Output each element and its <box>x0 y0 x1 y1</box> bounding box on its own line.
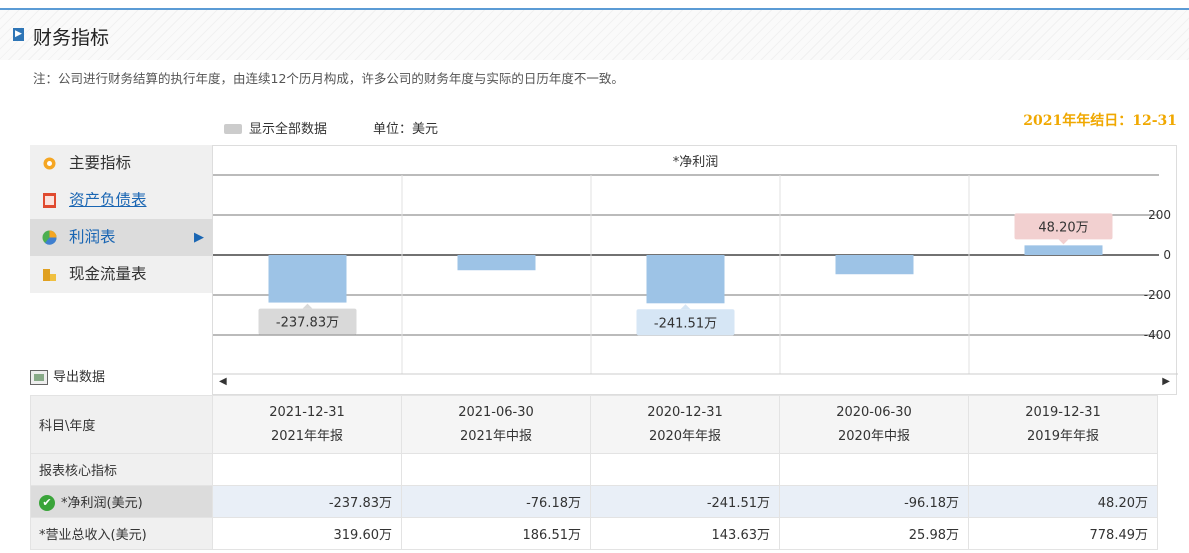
column-header: 2019-12-31 2019年年报 <box>968 395 1158 454</box>
row-label: ✔ *净利润(美元) <box>30 485 213 518</box>
table-cell: -76.18万 <box>401 485 591 518</box>
data-label: -241.51万 <box>654 316 717 331</box>
financial-table: 科目\年度 2021-12-31 2021年年报 2021-06-30 2021年中… <box>30 395 1158 550</box>
bar <box>268 255 347 303</box>
export-data-button[interactable]: 导出数据 <box>30 366 105 385</box>
section-header: ▶ 财务指标 <box>0 8 1189 60</box>
export-icon <box>30 370 48 385</box>
data-label-bg <box>258 308 357 335</box>
pie-chart-icon <box>42 230 57 245</box>
table-cell: 48.20万 <box>968 485 1158 518</box>
data-label-bg <box>636 309 735 336</box>
table-cell: 778.49万 <box>968 517 1158 550</box>
menu-item-balance-sheet[interactable]: 资产负债表 <box>30 182 212 219</box>
gear-icon <box>43 157 56 170</box>
data-label-pointer <box>680 304 691 310</box>
table-cell: 186.51万 <box>401 517 591 550</box>
data-label-pointer <box>1058 239 1069 245</box>
bar <box>835 255 914 275</box>
data-label-pointer <box>302 303 313 309</box>
table-cell: 143.63万 <box>590 517 780 550</box>
column-header: 2020-06-30 2020年中报 <box>779 395 969 454</box>
chart-title: *净利润 <box>672 155 719 170</box>
chart-canvas: 200 0 -200 -400 -237.83万 -241.51万 48.20万 <box>213 174 1178 375</box>
menu-item-income-statement[interactable]: 利润表 ▶ <box>30 219 212 256</box>
coins-icon <box>43 269 56 281</box>
y-tick-label: -400 <box>1144 328 1171 342</box>
bar <box>457 255 536 271</box>
fiscal-year-note: 注：公司进行财务结算的执行年度，由连续12个历月构成，许多公司的财务年度与实际的… <box>33 71 624 86</box>
corner-header: 科目\年度 <box>30 395 213 454</box>
table-cell: -241.51万 <box>590 485 780 518</box>
show-all-data-toggle[interactable]: 显示全部数据 <box>249 122 328 137</box>
year-end-date: 2021年年结日：12-31 <box>1023 113 1177 129</box>
table-cell: 25.98万 <box>779 517 969 550</box>
section-label: 报表核心指标 <box>30 453 213 486</box>
bar <box>1024 245 1103 255</box>
page-title: 财务指标 <box>33 27 110 49</box>
table-cell: -96.18万 <box>779 485 969 518</box>
menu-item-label: 现金流量表 <box>69 265 147 283</box>
menu-item-label: 利润表 <box>69 228 116 246</box>
column-header: 2021-12-31 2021年年报 <box>212 395 402 454</box>
scroll-left-arrow-icon[interactable]: ◀ <box>219 376 227 387</box>
table-cell: 319.60万 <box>212 517 402 550</box>
data-label: 48.20万 <box>1038 220 1088 235</box>
unit-label: 单位：美元 <box>373 122 439 137</box>
document-icon <box>43 193 56 208</box>
statement-menu: 主要指标 资产负债表 利润表 ▶ 现金流量表 <box>30 145 212 293</box>
column-header: 2020-12-31 2020年年报 <box>590 395 780 454</box>
check-icon: ✔ <box>39 495 55 512</box>
table-row-revenue[interactable]: *营业总收入(美元) 319.60万 186.51万 143.63万 25.98… <box>30 517 1158 550</box>
section-marker-icon: ▶ <box>13 28 24 41</box>
active-arrow-icon: ▶ <box>194 230 204 245</box>
menu-item-main-indicators[interactable]: 主要指标 <box>30 145 212 182</box>
row-label: *营业总收入(美元) <box>30 517 213 550</box>
toggle-all-data-icon[interactable] <box>224 124 242 134</box>
y-tick-label: 200 <box>1148 208 1171 222</box>
table-header-row: 科目\年度 2021-12-31 2021年年报 2021-06-30 2021年中… <box>30 395 1158 454</box>
y-tick-label: -200 <box>1144 288 1171 302</box>
table-section-row: 报表核心指标 <box>30 453 1158 486</box>
menu-item-label: 资产负债表 <box>69 191 147 209</box>
table-row-net-profit[interactable]: ✔ *净利润(美元) -237.83万 -76.18万 -241.51万 -96.… <box>30 485 1158 518</box>
export-label: 导出数据 <box>53 370 106 385</box>
y-tick-label: 0 <box>1163 248 1171 262</box>
net-profit-chart: *净利润 200 0 -200 -400 -237.83万 -241.51万 48.20万 … <box>212 145 1178 395</box>
scroll-right-arrow-icon[interactable]: ▶ <box>1162 376 1170 387</box>
menu-item-cash-flow[interactable]: 现金流量表 <box>30 256 212 293</box>
table-cell: -237.83万 <box>212 485 402 518</box>
bar <box>646 255 725 304</box>
data-label-bg <box>1014 213 1113 240</box>
data-label: -237.83万 <box>276 316 339 331</box>
menu-item-label: 主要指标 <box>69 154 132 172</box>
column-header: 2021-06-30 2021年中报 <box>401 395 591 454</box>
